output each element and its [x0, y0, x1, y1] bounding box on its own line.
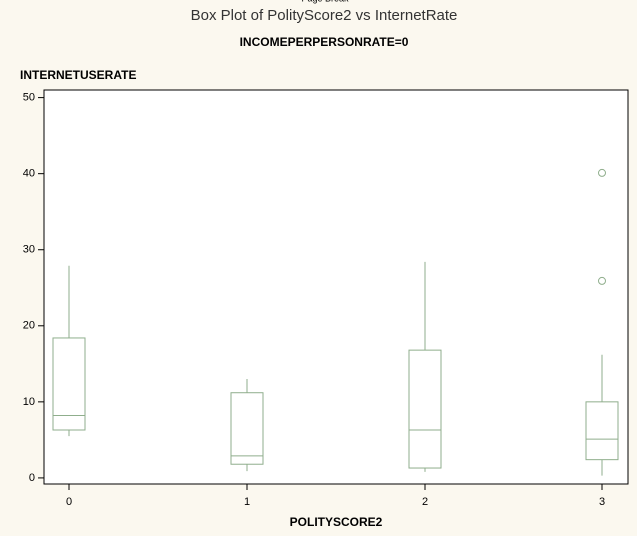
x-axis-label: POLITYSCORE2 — [290, 515, 383, 529]
y-axis-label: INTERNETUSERATE — [20, 68, 136, 82]
y-tick-label: 40 — [23, 168, 35, 180]
y-tick-label: 50 — [23, 92, 35, 104]
y-tick-label: 20 — [23, 320, 35, 332]
page-break: Page Break — [301, 0, 349, 3]
x-tick-label: 0 — [66, 496, 72, 508]
y-tick-label: 10 — [23, 396, 35, 408]
plot-frame — [43, 89, 629, 485]
box — [230, 392, 264, 465]
chart-title: Box Plot of PolityScore2 vs InternetRate — [191, 7, 458, 24]
box — [585, 401, 619, 461]
x-tick-label: 2 — [422, 496, 428, 508]
outlier — [598, 168, 606, 177]
box — [52, 337, 86, 431]
x-tick-label: 1 — [244, 496, 250, 508]
outlier — [598, 276, 606, 285]
chart-subtitle: INCOMEPERPERSONRATE=0 — [240, 35, 409, 49]
y-tick-label: 0 — [29, 472, 35, 484]
x-tick-label: 3 — [599, 496, 605, 508]
box — [408, 349, 442, 469]
y-tick-label: 30 — [23, 244, 35, 256]
